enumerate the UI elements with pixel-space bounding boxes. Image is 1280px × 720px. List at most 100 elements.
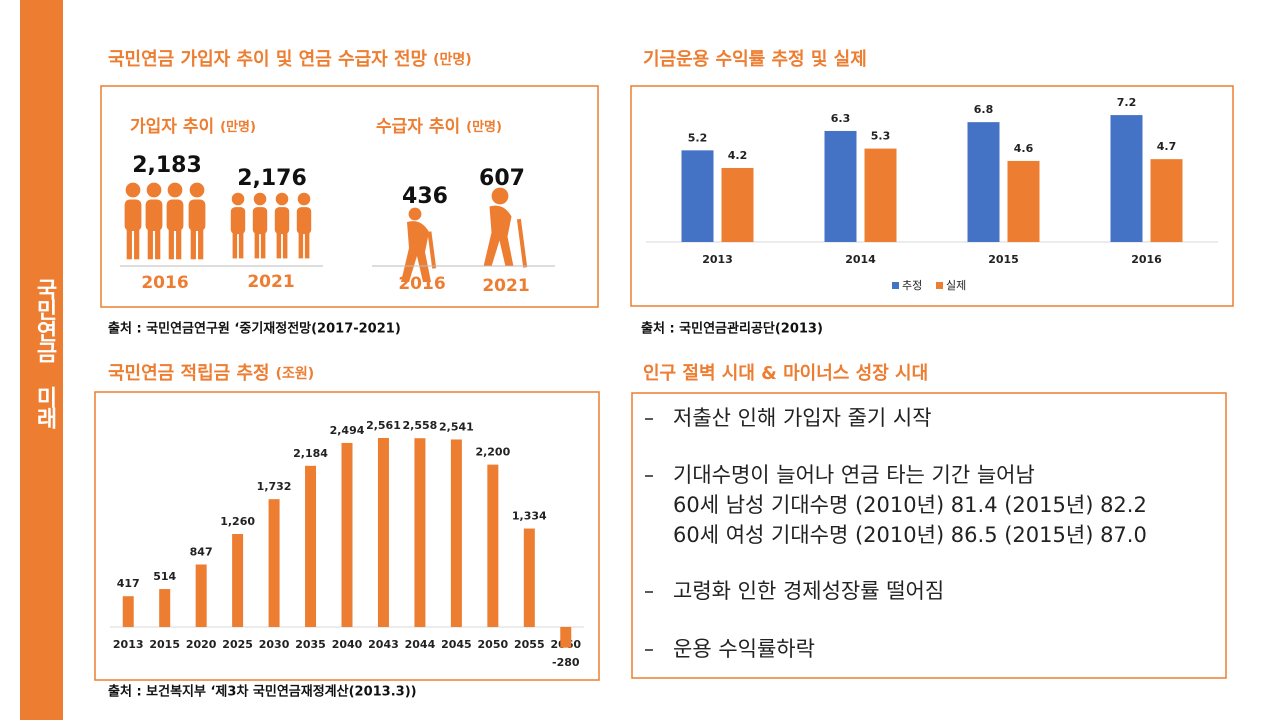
bar xyxy=(824,130,857,242)
group-title-unit: (만명) xyxy=(466,119,502,135)
x-tick-label: 2013 xyxy=(702,253,733,266)
person-icon xyxy=(176,227,182,260)
x-tick-label: 2015 xyxy=(149,638,180,651)
x-tick-label: 2043 xyxy=(368,638,399,651)
bar xyxy=(560,626,572,648)
elder-icon xyxy=(483,205,514,267)
data-label: 6.3 xyxy=(831,112,851,125)
person-icon xyxy=(304,231,310,259)
person-icon xyxy=(274,207,290,235)
person-icon xyxy=(198,227,204,260)
x-tick-label: 2040 xyxy=(332,638,363,651)
year-label: 2016 xyxy=(398,274,445,294)
person-icon xyxy=(260,231,266,259)
bar xyxy=(122,596,134,627)
data-label: 1,732 xyxy=(257,480,292,493)
section-title: 국민연금 가입자 추이 및 연금 수급자 전망 (만명) xyxy=(108,48,472,70)
person-icon xyxy=(190,227,196,260)
data-label: -280 xyxy=(552,656,580,669)
group-title: 수급자 추이 (만명) xyxy=(376,117,502,137)
bar xyxy=(523,528,535,627)
person-icon xyxy=(253,192,267,206)
panel-frame xyxy=(630,85,1234,307)
x-tick-label: 2030 xyxy=(259,638,290,651)
bar xyxy=(681,150,714,242)
big-number: 436 xyxy=(402,184,448,209)
bar xyxy=(305,465,317,627)
person-icon xyxy=(230,207,246,235)
person-icon xyxy=(168,227,174,260)
group-title-text: 가입자 추이 xyxy=(130,117,214,137)
year-label: 2016 xyxy=(141,273,188,293)
cane-icon xyxy=(427,231,437,269)
legend-label: 추정 xyxy=(902,279,922,292)
big-number: 607 xyxy=(479,166,525,191)
data-label: 2,494 xyxy=(330,424,365,437)
x-tick-label: 2044 xyxy=(405,638,436,651)
bar xyxy=(377,437,389,627)
source: 출처 : 국민연금관리공단(2013) xyxy=(641,321,823,337)
group-title: 가입자 추이 (만명) xyxy=(130,117,256,137)
bar xyxy=(864,148,897,242)
data-label: 417 xyxy=(117,577,140,590)
chart-title-text: 국민연금 적립금 추정 xyxy=(108,363,270,384)
bar xyxy=(268,499,280,627)
chart-title: 국민연금 적립금 추정 (조원) xyxy=(108,363,314,384)
person-icon xyxy=(126,227,132,260)
bar xyxy=(1007,160,1040,242)
chart-title-text: 기금운용 수익률 추정 및 실제 xyxy=(643,49,867,70)
bar xyxy=(967,122,1000,242)
data-label: 847 xyxy=(190,545,213,558)
person-icon xyxy=(188,199,206,231)
x-tick-label: 2013 xyxy=(113,638,144,651)
year-label: 2021 xyxy=(247,272,294,292)
group-title-text: 수급자 추이 xyxy=(376,117,460,137)
bar xyxy=(414,438,426,627)
x-tick-label: 2055 xyxy=(514,638,545,651)
data-label: 4.7 xyxy=(1157,140,1177,153)
bullet-text: 기대수명이 늘어나 연금 타는 기간 늘어남 xyxy=(673,463,1035,487)
bullet-text: 60세 여성 기대수명 (2010년) 86.5 (2015년) 87.0 xyxy=(673,523,1147,547)
sidebar: 국민연금 미래 xyxy=(20,0,63,720)
x-tick-label: 2025 xyxy=(222,638,253,651)
person-icon xyxy=(134,227,140,260)
bar xyxy=(195,564,207,627)
data-label: 5.3 xyxy=(871,130,891,143)
elder-icon xyxy=(408,207,422,221)
section-title-text: 인구 절벽 시대 & 마이너스 성장 시대 xyxy=(643,363,928,384)
bar xyxy=(487,464,499,627)
source: 출처 : 국민연금연구원 ‘중기재정전망(2017-2021) xyxy=(108,321,401,337)
elder-icon xyxy=(491,187,509,205)
section-title-text: 국민연금 가입자 추이 및 연금 수급자 전망 xyxy=(108,48,428,70)
x-tick-label: 2015 xyxy=(988,253,1019,266)
panel-frame xyxy=(100,85,599,308)
data-label: 2,200 xyxy=(475,446,510,459)
person-icon xyxy=(297,192,311,206)
data-label: 514 xyxy=(153,570,176,583)
x-tick-label: 2020 xyxy=(186,638,217,651)
person-icon xyxy=(189,182,205,198)
bullet-text: 저출산 인해 가입자 줄기 시작 xyxy=(673,406,932,430)
legend-swatch xyxy=(892,282,899,289)
data-label: 7.2 xyxy=(1117,96,1137,109)
person-icon xyxy=(298,231,304,259)
data-label: 5.2 xyxy=(688,131,708,144)
person-icon xyxy=(275,192,289,206)
person-icon xyxy=(167,182,183,198)
chart-title: 기금운용 수익률 추정 및 실제 xyxy=(643,49,867,70)
bar xyxy=(341,442,353,627)
person-icon xyxy=(282,231,288,259)
data-label: 1,260 xyxy=(220,515,255,528)
sidebar-label: 국민연금 미래 xyxy=(32,278,57,428)
person-icon xyxy=(232,231,238,259)
bar xyxy=(1150,159,1183,242)
person-icon xyxy=(124,199,142,231)
data-label: 4.6 xyxy=(1014,142,1034,155)
section-title-unit: (만명) xyxy=(433,51,472,68)
person-icon xyxy=(146,182,162,198)
person-icon xyxy=(125,182,141,198)
person-icon xyxy=(252,207,268,235)
data-label: 2,558 xyxy=(403,419,438,432)
data-label: 4.2 xyxy=(728,149,748,162)
